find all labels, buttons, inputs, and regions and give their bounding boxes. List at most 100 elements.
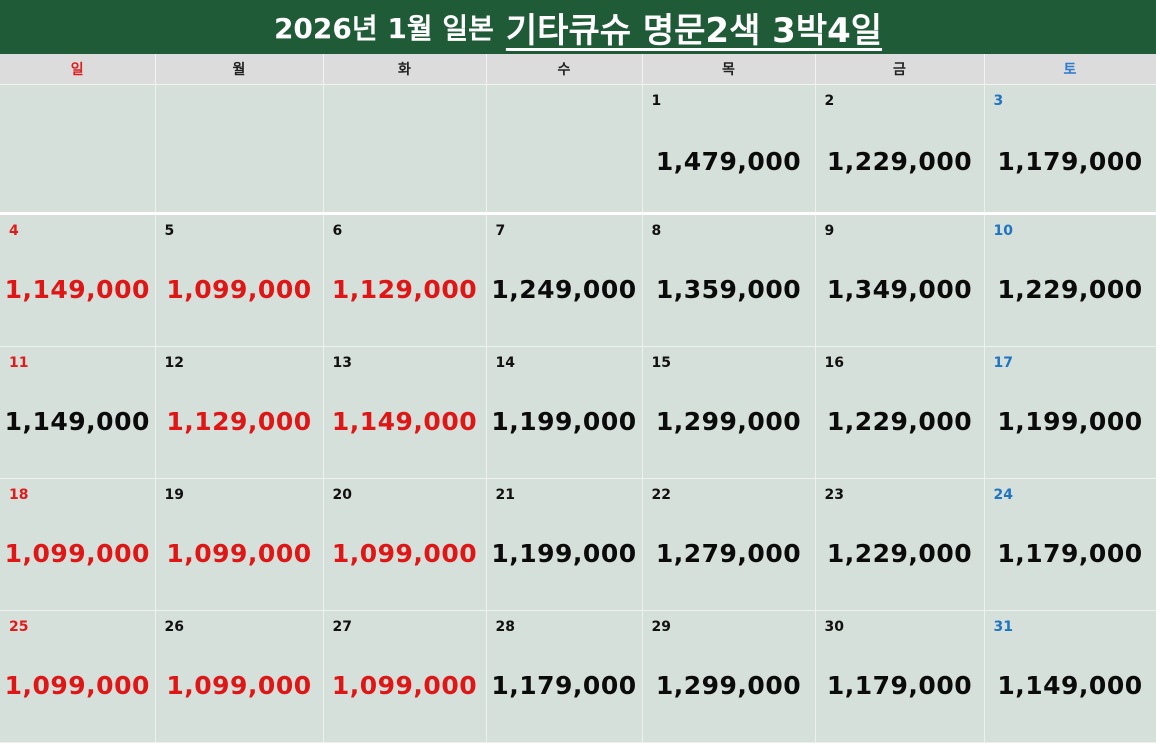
calendar-day-cell[interactable]: 11 1,149,000	[0, 346, 156, 479]
day-number: 12	[164, 355, 184, 371]
calendar-day-cell[interactable]: 13 1,149,000	[323, 346, 487, 479]
calendar-day-cell[interactable]: 31 1,149,000	[984, 610, 1156, 743]
calendar-day-cell[interactable]: 24 1,179,000	[984, 478, 1156, 611]
weekday-header-row: 일 월 화 수 목 금 토	[0, 54, 1156, 85]
calendar-day-cell[interactable]: 14 1,199,000	[486, 346, 643, 479]
day-number: 24	[993, 487, 1013, 503]
header-title-tour: 기타큐슈 명문2색 3박4일	[505, 10, 883, 51]
day-price: 1,229,000	[826, 147, 973, 176]
day-price: 1,249,000	[491, 275, 637, 304]
calendar-day-cell[interactable]: 27 1,099,000	[323, 610, 487, 743]
day-price: 1,199,000	[997, 407, 1143, 436]
day-price: 1,349,000	[826, 275, 973, 304]
day-price: 1,149,000	[4, 275, 150, 304]
day-price: 1,099,000	[166, 275, 312, 304]
day-number: 15	[651, 355, 671, 371]
day-price: 1,179,000	[826, 671, 973, 700]
calendar-day-cell	[0, 84, 156, 215]
weekday-wed: 수	[486, 54, 643, 85]
day-price: 1,099,000	[331, 539, 478, 568]
header-title-date: 2026년 1월 일본	[273, 12, 494, 45]
calendar-day-cell[interactable]: 23 1,229,000	[815, 478, 985, 611]
calendar-day-cell[interactable]: 17 1,199,000	[984, 346, 1156, 479]
day-number: 3	[993, 93, 1004, 109]
day-number: 21	[495, 487, 515, 503]
calendar-day-cell[interactable]: 15 1,299,000	[642, 346, 816, 479]
day-price: 1,279,000	[655, 539, 802, 568]
day-price: 1,099,000	[4, 671, 150, 700]
calendar-day-cell	[323, 84, 487, 215]
day-price: 1,099,000	[331, 671, 478, 700]
day-price: 1,299,000	[655, 407, 802, 436]
calendar-day-cell[interactable]: 7 1,249,000	[486, 213, 643, 347]
calendar-day-cell[interactable]: 29 1,299,000	[642, 610, 816, 743]
calendar-day-cell[interactable]: 22 1,279,000	[642, 478, 816, 611]
week-row: 18 1,099,000 19 1,099,000 20 1,099,000 21 1,199…	[0, 478, 1156, 611]
weekday-tue: 화	[323, 54, 487, 85]
calendar-day-cell[interactable]: 25 1,099,000	[0, 610, 156, 743]
day-number: 27	[332, 619, 352, 635]
calendar-day-cell[interactable]: 10 1,229,000	[984, 213, 1156, 347]
calendar-day-cell[interactable]: 1 1,479,000	[642, 84, 816, 215]
weekday-thu: 목	[642, 54, 816, 85]
calendar-day-cell	[486, 84, 643, 215]
day-number: 9	[824, 223, 835, 239]
day-price: 1,229,000	[997, 275, 1143, 304]
day-number: 26	[164, 619, 184, 635]
calendar-day-cell[interactable]: 6 1,129,000	[323, 213, 487, 347]
weekday-mon: 월	[155, 54, 324, 85]
day-number: 25	[9, 619, 29, 635]
week-row: 11 1,149,000 12 1,129,000 13 1,149,000 14 1,199…	[0, 346, 1156, 479]
day-number: 6	[332, 223, 343, 239]
day-price: 1,129,000	[166, 407, 312, 436]
calendar-day-cell[interactable]: 12 1,129,000	[155, 346, 324, 479]
calendar-day-cell	[155, 84, 324, 215]
calendar-day-cell[interactable]: 3 1,179,000	[984, 84, 1156, 215]
calendar-day-cell[interactable]: 30 1,179,000	[815, 610, 985, 743]
day-price: 1,299,000	[655, 671, 802, 700]
day-price: 1,129,000	[331, 275, 478, 304]
day-number: 8	[651, 223, 662, 239]
day-number: 7	[495, 223, 506, 239]
day-price: 1,179,000	[491, 671, 637, 700]
day-price: 1,149,000	[4, 407, 150, 436]
day-number: 14	[495, 355, 515, 371]
day-number: 22	[651, 487, 671, 503]
calendar-day-cell[interactable]: 28 1,179,000	[486, 610, 643, 743]
calendar-day-cell[interactable]: 26 1,099,000	[155, 610, 324, 743]
weekday-sun: 일	[0, 54, 156, 85]
calendar-day-cell[interactable]: 8 1,359,000	[642, 213, 816, 347]
calendar-day-cell[interactable]: 2 1,229,000	[815, 84, 985, 215]
day-number: 11	[9, 355, 29, 371]
day-number: 16	[824, 355, 844, 371]
calendar-day-cell[interactable]: 5 1,099,000	[155, 213, 324, 347]
calendar-day-cell[interactable]: 19 1,099,000	[155, 478, 324, 611]
calendar-day-cell[interactable]: 9 1,349,000	[815, 213, 985, 347]
day-price: 1,199,000	[491, 539, 637, 568]
day-price: 1,149,000	[997, 671, 1143, 700]
calendar-day-cell[interactable]: 4 1,149,000	[0, 213, 156, 347]
weekday-sat: 토	[984, 54, 1156, 85]
day-number: 19	[164, 487, 184, 503]
day-number: 17	[993, 355, 1013, 371]
day-number: 13	[332, 355, 352, 371]
week-row: 25 1,099,000 26 1,099,000 27 1,099,000 28 1,179…	[0, 610, 1156, 743]
day-number: 28	[495, 619, 515, 635]
calendar-day-cell[interactable]: 20 1,099,000	[323, 478, 487, 611]
day-number: 18	[9, 487, 29, 503]
day-number: 29	[651, 619, 671, 635]
day-price: 1,229,000	[826, 407, 973, 436]
day-number: 10	[993, 223, 1013, 239]
day-number: 20	[332, 487, 352, 503]
day-price: 1,479,000	[655, 147, 802, 176]
price-calendar: 일 월 화 수 목 금 토 1 1,479,000 2 1,229,000 3 1,179…	[0, 54, 1156, 743]
day-price: 1,229,000	[826, 539, 973, 568]
day-price: 1,099,000	[166, 671, 312, 700]
calendar-day-cell[interactable]: 18 1,099,000	[0, 478, 156, 611]
day-number: 30	[824, 619, 844, 635]
weekday-fri: 금	[815, 54, 985, 85]
day-price: 1,179,000	[997, 539, 1143, 568]
calendar-day-cell[interactable]: 21 1,199,000	[486, 478, 643, 611]
day-number: 4	[9, 223, 19, 239]
calendar-day-cell[interactable]: 16 1,229,000	[815, 346, 985, 479]
